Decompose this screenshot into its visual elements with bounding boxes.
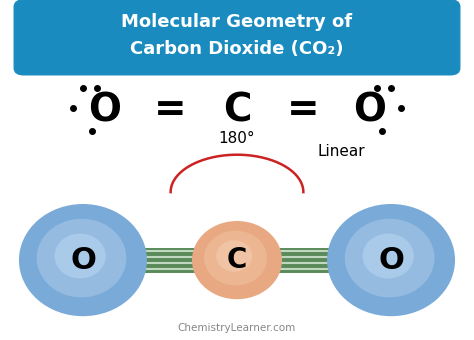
Text: ChemistryLearner.com: ChemistryLearner.com	[178, 323, 296, 333]
Ellipse shape	[327, 204, 455, 316]
Text: 180°: 180°	[219, 131, 255, 146]
Text: O: O	[70, 245, 96, 275]
Ellipse shape	[345, 219, 434, 297]
Text: O: O	[353, 91, 386, 130]
Text: Carbon Dioxide (CO₂): Carbon Dioxide (CO₂)	[130, 40, 344, 58]
Text: O: O	[378, 245, 404, 275]
Text: C: C	[227, 246, 247, 274]
Ellipse shape	[55, 234, 106, 278]
Ellipse shape	[19, 204, 147, 316]
Text: Molecular Geometry of: Molecular Geometry of	[121, 13, 353, 31]
Text: =: =	[287, 91, 319, 130]
Text: O: O	[88, 91, 121, 130]
Ellipse shape	[204, 231, 267, 286]
Ellipse shape	[363, 234, 414, 278]
FancyBboxPatch shape	[14, 0, 460, 75]
Text: Linear: Linear	[318, 144, 365, 159]
Ellipse shape	[36, 219, 126, 297]
Text: C: C	[223, 91, 251, 130]
Ellipse shape	[216, 240, 252, 272]
Text: =: =	[155, 91, 187, 130]
Ellipse shape	[192, 221, 282, 299]
